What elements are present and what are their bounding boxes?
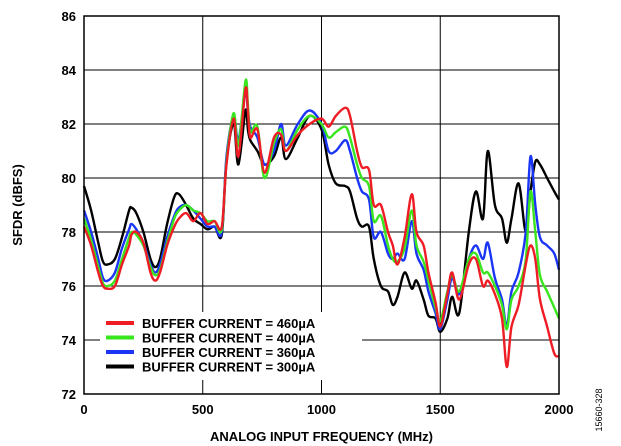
- legend-label: BUFFER CURRENT = 360µA: [142, 345, 316, 360]
- x-tick-label: 1000: [307, 402, 336, 417]
- plot-area-frame: [83, 15, 560, 395]
- series-line-0: [82, 86, 560, 369]
- y-tick-label: 86: [62, 9, 76, 24]
- x-axis-label: ANALOG INPUT FREQUENCY (MHz): [210, 429, 433, 444]
- y-tick-label: 72: [62, 387, 76, 402]
- y-tick-label: 74: [62, 333, 77, 348]
- figure-id: 15660-328: [594, 388, 604, 431]
- y-tick-label: 78: [62, 225, 76, 240]
- y-tick-label: 76: [62, 279, 76, 294]
- y-axis-label: SFDR (dBFS): [10, 164, 25, 246]
- series-line-1: [82, 78, 561, 331]
- legend-label: BUFFER CURRENT = 300µA: [142, 360, 316, 375]
- series-lines: [82, 78, 561, 369]
- legend-label: BUFFER CURRENT = 460µA: [142, 316, 316, 331]
- series-line-3: [82, 108, 561, 334]
- x-tick-label: 2000: [545, 402, 574, 417]
- x-tick-label: 1500: [426, 402, 455, 417]
- legend-background: [100, 312, 362, 380]
- series-line-2: [82, 89, 561, 331]
- x-tick-label: 0: [80, 402, 87, 417]
- x-tick-label: 500: [192, 402, 214, 417]
- y-tick-label: 84: [62, 63, 77, 78]
- y-tick-label: 82: [62, 117, 76, 132]
- y-tick-label: 80: [62, 171, 76, 186]
- x-tick-labels: 0 500 1000 1500 2000: [80, 402, 573, 417]
- y-tick-labels: 72 74 76 78 80 82 84 86: [62, 9, 77, 402]
- legend-label: BUFFER CURRENT = 400µA: [142, 331, 316, 346]
